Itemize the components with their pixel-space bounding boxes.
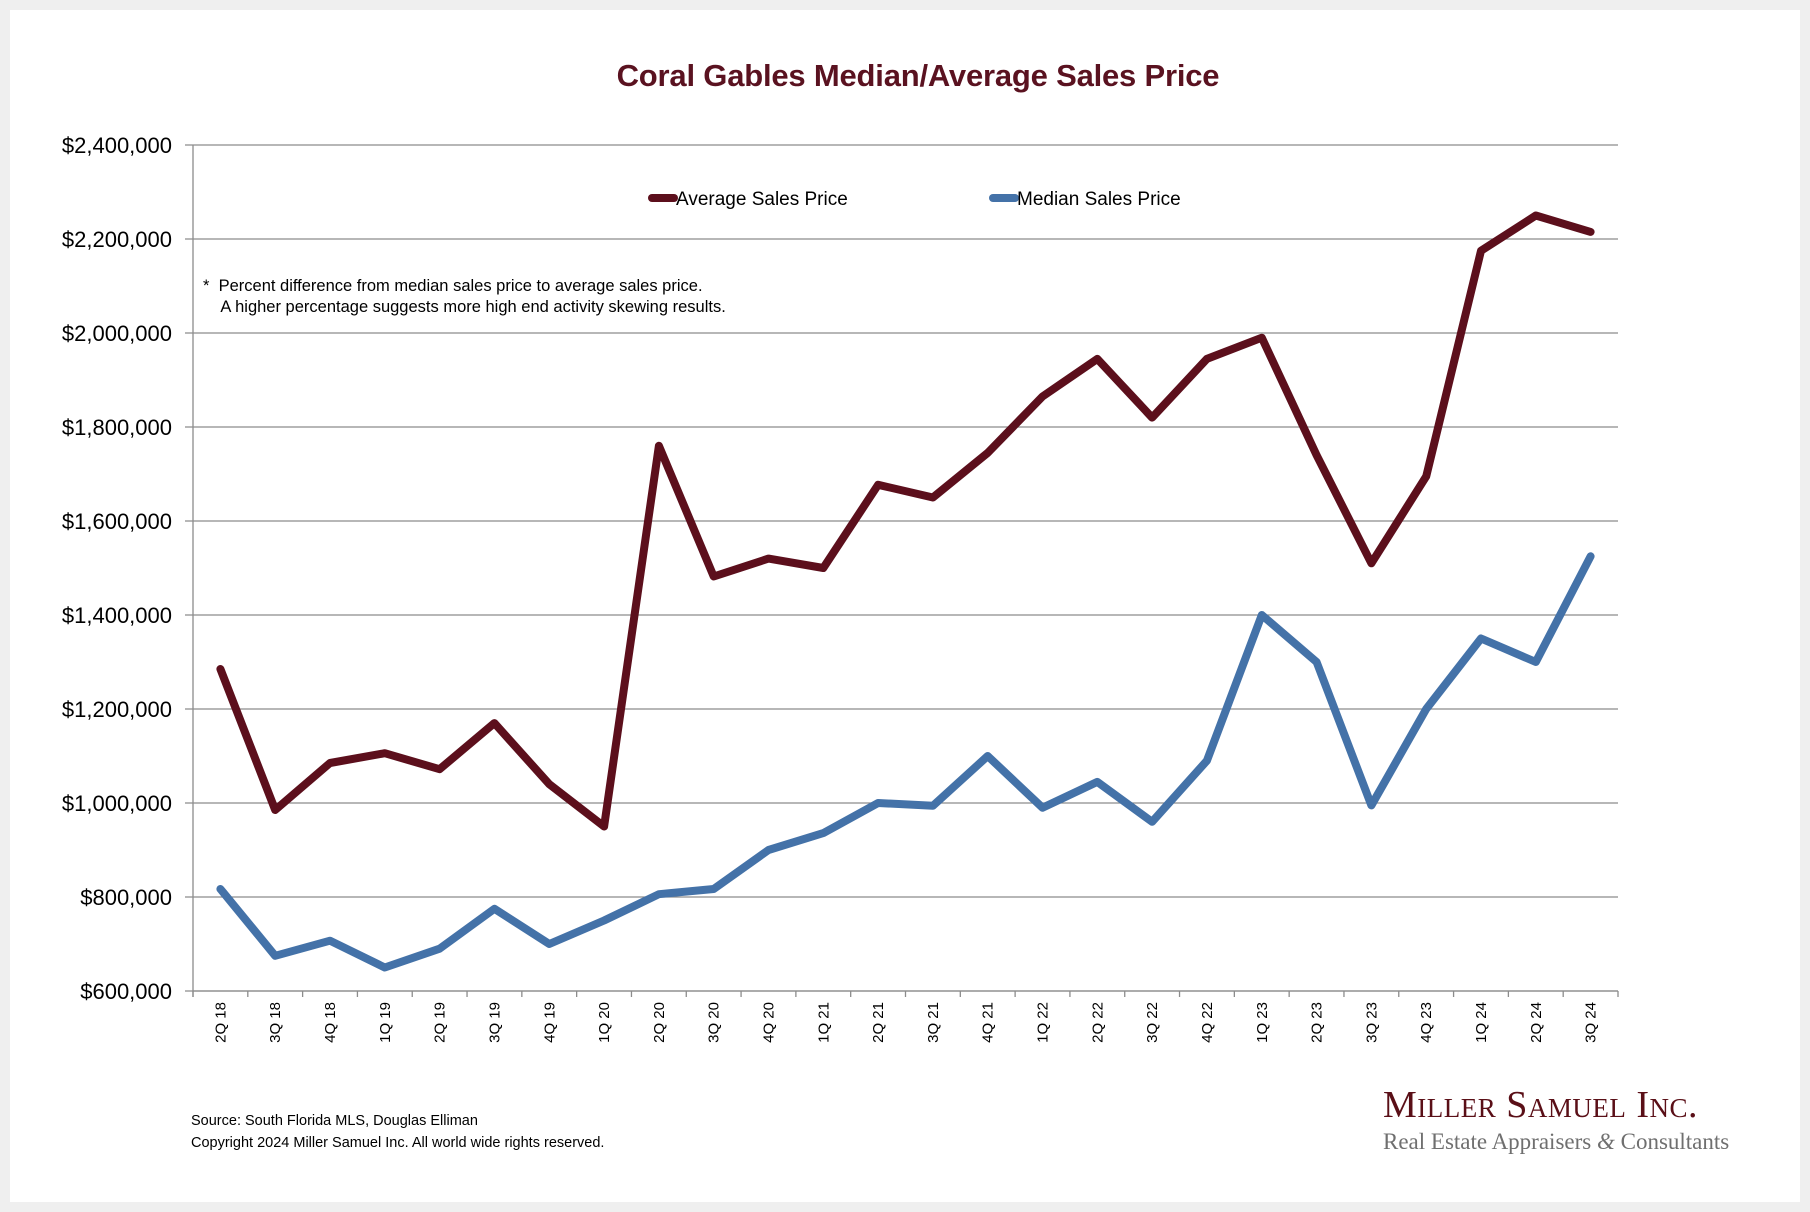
x-tick-label: 4Q 19 <box>541 1002 558 1043</box>
x-tick-label: 4Q 21 <box>980 1002 997 1043</box>
y-tick-label: $2,400,000 <box>62 133 172 158</box>
x-tick-label: 3Q 18 <box>267 1002 284 1043</box>
chart-title: Coral Gables Median/Average Sales Price <box>616 58 1220 93</box>
legend-label-median: Median Sales Price <box>1017 189 1181 210</box>
x-tick-label: 4Q 23 <box>1418 1002 1435 1043</box>
x-tick-label: 2Q 22 <box>1089 1002 1106 1043</box>
copyright-text: Copyright 2024 Miller Samuel Inc. All wo… <box>191 1135 605 1151</box>
x-tick-label: 3Q 24 <box>1583 1002 1600 1043</box>
series-lines <box>216 211 1595 972</box>
x-tick-label: 3Q 23 <box>1363 1002 1380 1043</box>
x-tick-label: 1Q 19 <box>377 1002 394 1043</box>
chart-panel <box>10 10 1800 1202</box>
x-tick-label: 2Q 21 <box>870 1002 887 1043</box>
y-tick-label: $800,000 <box>80 885 172 910</box>
x-axis-labels: 2Q 18 3Q 18 4Q 18 1Q 19 2Q 19 3Q 19 4Q 19 1Q 20… <box>212 1002 1599 1043</box>
x-tick-label: 1Q 22 <box>1035 1002 1052 1043</box>
y-tick-label: $1,000,000 <box>62 791 172 816</box>
logo-ampersand: & <box>1596 1129 1615 1154</box>
annotation-line-2: A higher percentage suggests more high e… <box>203 298 726 316</box>
logo-tagline-part1: Real Estate Appraisers <box>1383 1129 1597 1154</box>
x-tick-label: 4Q 20 <box>760 1002 777 1043</box>
y-axis-labels: $600,000 $800,000 $1,000,000 $1,200,000 $1,4… <box>62 133 172 1004</box>
y-tick-label: $1,600,000 <box>62 509 172 534</box>
logo-tagline-part2: Consultants <box>1614 1129 1730 1154</box>
y-tick-label: $1,800,000 <box>62 415 172 440</box>
legend: Average Sales Price Median Sales Price <box>648 189 1181 210</box>
median-sales-price-line <box>216 552 1595 972</box>
x-tick-label: 2Q 18 <box>212 1002 229 1043</box>
source-note: Source: South Florida MLS, Douglas Ellim… <box>191 1110 604 1154</box>
y-tick-label: $2,000,000 <box>62 321 172 346</box>
x-tick-label: 2Q 20 <box>651 1002 668 1043</box>
company-logo: Miller Samuel Inc. Real Estate Appraiser… <box>1383 1085 1729 1157</box>
y-tick-label: $1,200,000 <box>62 697 172 722</box>
legend-label-average: Average Sales Price <box>676 189 848 210</box>
x-tick-label: 1Q 21 <box>815 1002 832 1043</box>
x-tick-label: 3Q 19 <box>486 1002 503 1043</box>
x-tick-label: 3Q 21 <box>925 1002 942 1043</box>
axes <box>192 145 1619 997</box>
logo-tagline: Real Estate Appraisers & Consultants <box>1383 1127 1729 1157</box>
x-tick-label: 1Q 23 <box>1254 1002 1271 1043</box>
x-tick-label: 2Q 24 <box>1528 1002 1545 1043</box>
y-tick-label: $1,400,000 <box>62 603 172 628</box>
y-tick-label: $600,000 <box>80 979 172 1004</box>
y-tick-label: $2,200,000 <box>62 227 172 252</box>
x-tick-label: 4Q 22 <box>1199 1002 1216 1043</box>
x-tick-label: 3Q 20 <box>706 1002 723 1043</box>
x-tick-label: 2Q 23 <box>1309 1002 1326 1043</box>
x-tick-label: 4Q 18 <box>322 1002 339 1043</box>
x-tick-label: 3Q 22 <box>1144 1002 1161 1043</box>
x-tick-label: 2Q 19 <box>432 1002 449 1043</box>
source-text: Source: South Florida MLS, Douglas Ellim… <box>191 1113 478 1129</box>
annotation-line-1: * Percent difference from median sales p… <box>203 277 703 295</box>
gridlines <box>185 144 1618 992</box>
x-tick-label: 1Q 20 <box>596 1002 613 1043</box>
chart-annotation: * Percent difference from median sales p… <box>203 276 726 318</box>
average-sales-price-line <box>216 211 1595 831</box>
logo-name: Miller Samuel Inc. <box>1383 1084 1699 1126</box>
x-tick-label: 1Q 24 <box>1473 1002 1490 1043</box>
